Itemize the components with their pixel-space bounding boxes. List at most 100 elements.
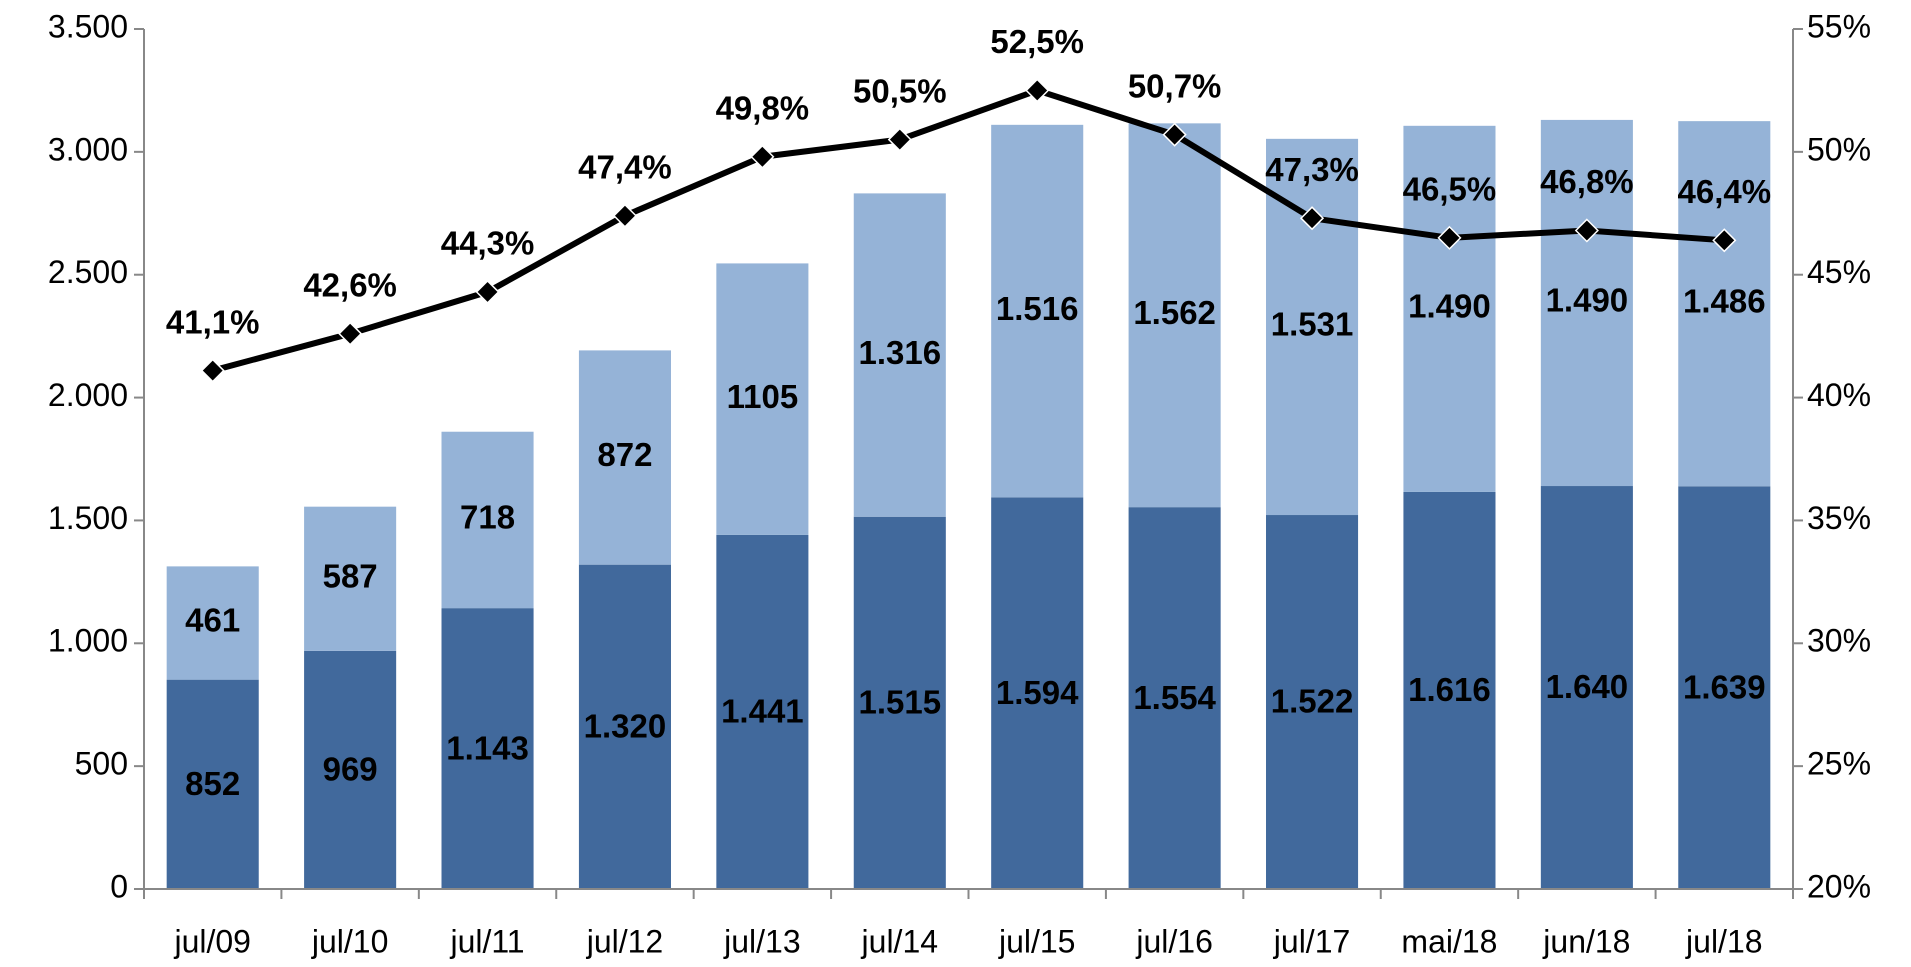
line-marker <box>1712 228 1737 253</box>
bar-label: 718 <box>460 499 515 536</box>
bar-label: 1.554 <box>1133 679 1216 716</box>
bar-label: 461 <box>185 602 240 639</box>
line-label: 49,8% <box>716 89 810 126</box>
bar-label: 1.441 <box>721 693 804 730</box>
bar-segment <box>166 679 259 889</box>
y2-tick-label: 55% <box>1807 8 1871 44</box>
y-tick-label: 3.500 <box>48 8 128 44</box>
line-label: 44,3% <box>441 225 535 262</box>
bar-label: 1.490 <box>1546 282 1629 319</box>
bar-segment <box>991 497 1084 889</box>
x-tick-label: jul/17 <box>1273 923 1351 959</box>
bar-label: 1.143 <box>446 729 529 766</box>
line-marker <box>1574 218 1599 243</box>
bar-segment <box>578 350 671 565</box>
bar-label: 1.316 <box>858 334 941 371</box>
bar-segment <box>1128 507 1221 889</box>
bar-segment <box>1403 125 1496 492</box>
bar-segment <box>1403 491 1496 889</box>
bar-segment <box>1266 515 1359 889</box>
bar-segment <box>991 124 1084 498</box>
line-label: 46,8% <box>1540 163 1634 200</box>
bar-label: 1.490 <box>1408 288 1491 325</box>
line-marker <box>1299 206 1325 231</box>
bar-label: 1.516 <box>996 290 1079 327</box>
bar-segment <box>304 506 397 651</box>
x-tick-label: jul/15 <box>998 923 1076 959</box>
y2-tick-label: 25% <box>1807 746 1871 782</box>
bar-label: 1.616 <box>1408 671 1491 708</box>
bar-label: 1.515 <box>858 684 941 721</box>
line-label: 46,5% <box>1403 171 1497 208</box>
bar-label: 1.594 <box>996 674 1079 711</box>
bar-label: 969 <box>323 751 378 788</box>
x-tick-label: mai/18 <box>1401 923 1497 959</box>
y2-tick-label: 40% <box>1807 377 1871 413</box>
bar-segment <box>1540 486 1633 889</box>
bar-label: 1.531 <box>1271 306 1354 343</box>
bar-segment <box>853 516 946 889</box>
bar-label: 872 <box>597 436 652 473</box>
bar-segment <box>441 608 534 889</box>
line-marker <box>1025 78 1050 103</box>
line-marker <box>475 279 500 304</box>
line <box>211 87 1725 374</box>
bar-segment <box>1678 121 1771 487</box>
y-tick-label: 1.000 <box>48 623 128 659</box>
bar-label: 1105 <box>727 378 799 415</box>
line-label: 46,4% <box>1678 173 1772 210</box>
y-tick-label: 2.000 <box>48 377 128 413</box>
y2-tick-label: 30% <box>1807 623 1871 659</box>
x-tick-label: jul/11 <box>449 923 524 959</box>
line-marker <box>612 203 638 228</box>
line-marker <box>1437 225 1462 250</box>
bar-label: 1.640 <box>1546 668 1629 705</box>
bar-segment <box>853 193 946 517</box>
line-marker <box>200 358 225 383</box>
y2-tick-label: 35% <box>1807 500 1871 536</box>
x-tick-label: jul/09 <box>173 923 251 959</box>
x-tick-label: jul/10 <box>311 923 389 959</box>
line-label: 42,6% <box>303 266 397 303</box>
y2-tick-label: 45% <box>1807 254 1871 290</box>
y-tick-label: 1.500 <box>48 500 128 536</box>
bar-label: 1.486 <box>1683 282 1766 319</box>
line-label: 41,1% <box>166 303 260 340</box>
line-label: 50,7% <box>1128 67 1222 104</box>
y2-tick-label: 50% <box>1807 131 1871 167</box>
bar-segment <box>716 534 809 889</box>
line-marker <box>1162 122 1187 147</box>
bar-label: 587 <box>323 558 378 595</box>
line-label: 50,5% <box>853 72 947 109</box>
x-tick-label: jul/18 <box>1685 923 1763 959</box>
bar-segment <box>1540 119 1633 487</box>
y-tick-label: 500 <box>75 746 128 782</box>
bar-segment <box>441 431 534 609</box>
line-label: 52,5% <box>990 23 1084 60</box>
bar-label: 1.522 <box>1271 683 1354 720</box>
line-marker <box>887 127 912 152</box>
x-tick-label: jul/14 <box>861 923 939 959</box>
bar-label: 1.320 <box>584 708 667 745</box>
x-tick-label: jun/18 <box>1542 923 1630 959</box>
bar-label: 1.562 <box>1133 294 1216 331</box>
y-tick-label: 3.000 <box>48 131 128 167</box>
bar-segment <box>578 564 671 889</box>
bar-label: 1.639 <box>1683 668 1766 705</box>
y2-tick-label: 20% <box>1807 868 1871 904</box>
bar-segment <box>716 263 809 535</box>
line-label: 47,3% <box>1265 151 1359 188</box>
line-marker <box>338 321 363 346</box>
bar-segment <box>166 566 259 680</box>
bar-segment <box>1678 486 1771 889</box>
line-label: 47,4% <box>578 148 672 185</box>
bar-segment <box>304 650 397 889</box>
line-marker <box>750 144 775 169</box>
y-tick-label: 0 <box>110 868 128 904</box>
bar-label: 852 <box>185 765 240 802</box>
x-tick-label: jul/12 <box>586 923 664 959</box>
y-tick-label: 2.500 <box>48 254 128 290</box>
x-tick-label: jul/16 <box>1135 923 1213 959</box>
